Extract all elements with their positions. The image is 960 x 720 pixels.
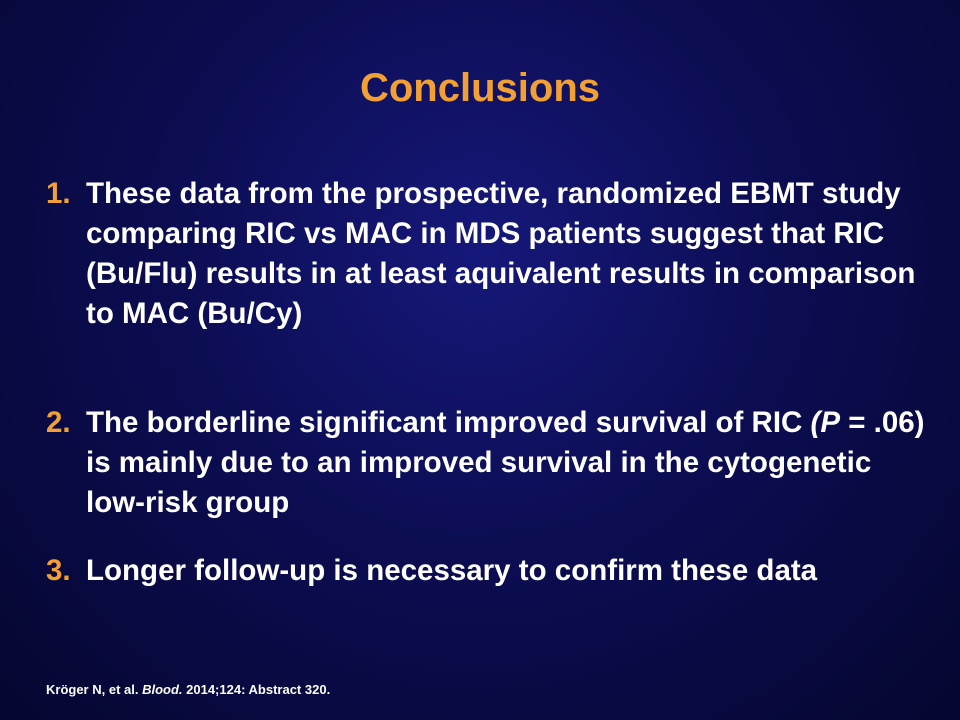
item-number: 2. xyxy=(46,406,71,439)
item-text: Longer follow-up is necessary to confirm… xyxy=(86,554,818,587)
conclusion-item-3: 3. Longer follow-up is necessary to conf… xyxy=(46,551,926,591)
item-text-part: = .06) is mainly due to an improved surv… xyxy=(86,406,925,519)
conclusion-item-2: 2. The borderline significant improved s… xyxy=(46,403,926,523)
slide-title: Conclusions xyxy=(359,66,601,110)
p-value-italic: (P xyxy=(810,406,841,439)
item-number: 3. xyxy=(46,554,71,587)
item-number: 1. xyxy=(46,177,71,210)
conclusion-item-1: 1. These data from the prospective, rand… xyxy=(46,174,926,334)
item-text: The borderline significant improved surv… xyxy=(86,403,926,523)
item-text-part: The borderline significant improved surv… xyxy=(86,406,811,439)
citation-journal: Blood. xyxy=(142,682,183,697)
citation-authors: Kröger N, et al. xyxy=(46,682,143,697)
citation: Kröger N, et al. Blood. 2014;124: Abstra… xyxy=(46,682,330,697)
item-text: These data from the prospective, randomi… xyxy=(86,177,916,330)
citation-details: 2014;124: Abstract 320. xyxy=(182,682,331,697)
